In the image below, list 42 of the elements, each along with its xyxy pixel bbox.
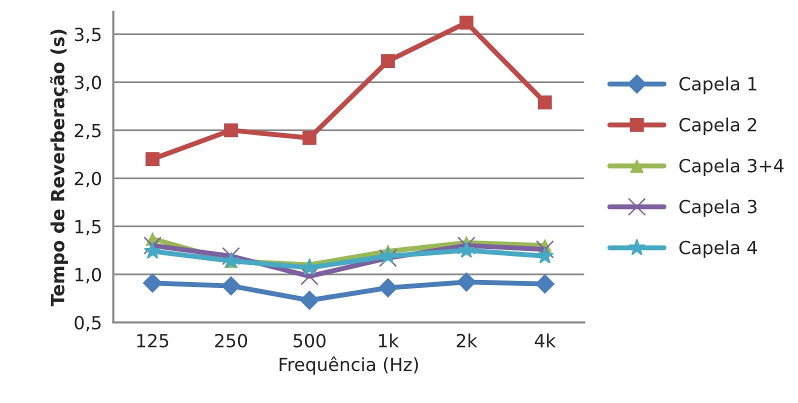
point — [142, 273, 162, 293]
y-tick-label: 1,5 — [75, 220, 101, 236]
point — [459, 16, 474, 30]
point — [302, 131, 316, 145]
point — [538, 95, 552, 110]
legend-label: Capela 2 — [679, 118, 756, 136]
point — [222, 247, 240, 266]
point — [381, 54, 395, 68]
y-tick-label: 2,0 — [74, 172, 102, 188]
x-tick-label: 250 — [215, 334, 248, 348]
point — [224, 123, 238, 138]
x-tick-label: 4k — [534, 334, 556, 348]
x-tick-label: 125 — [137, 334, 168, 348]
point — [378, 278, 398, 298]
point — [456, 272, 476, 292]
point — [144, 236, 162, 255]
y-tick-label: 2,5 — [74, 124, 101, 140]
legend-label: Capela 4 — [679, 240, 757, 258]
x-tick-label: 2k — [456, 334, 478, 348]
y-tick-label: 1,0 — [75, 268, 102, 284]
point — [300, 258, 318, 276]
point — [144, 242, 162, 259]
point — [300, 267, 319, 286]
y-tick-label: 3,5 — [74, 28, 101, 44]
x-axis-title: Frequência (Hz) — [280, 356, 418, 375]
point — [221, 276, 241, 296]
x-tick-label: 1k — [378, 334, 399, 348]
point — [458, 241, 476, 258]
point — [378, 249, 397, 268]
point — [536, 247, 554, 264]
legend-label: Capela 3+4 — [679, 158, 784, 176]
y-tick-label: 3,0 — [74, 76, 102, 92]
y-tick-label: 0,5 — [74, 316, 101, 332]
point — [379, 247, 397, 264]
point — [300, 290, 320, 310]
y-axis-title: Tempo de Reverberação (s) — [50, 30, 68, 306]
legend-label: Capela 1 — [679, 76, 756, 94]
point — [146, 152, 160, 166]
point — [535, 274, 555, 294]
x-tick-label: 500 — [294, 334, 326, 348]
point — [536, 240, 554, 258]
legend-label: Capela 3 — [679, 199, 757, 217]
